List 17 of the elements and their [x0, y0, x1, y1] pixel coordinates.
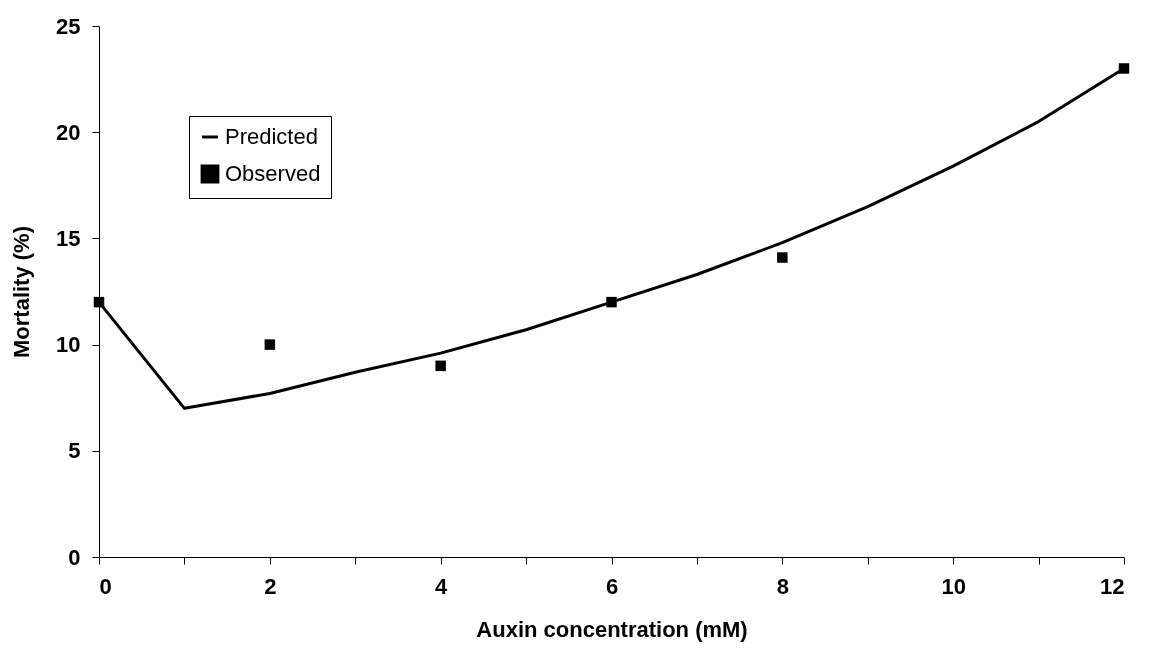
x-tick-label: 6 [605, 573, 619, 599]
y-tick-label: 10 [56, 332, 81, 358]
x-tick-label: 2 [264, 573, 277, 599]
legend-label: Predicted [225, 124, 318, 149]
x-tick-label: 0 [99, 573, 112, 599]
y-tick-label: 5 [68, 438, 81, 464]
x-tick-label: 12 [1100, 573, 1125, 599]
x-tick-label: 4 [435, 573, 449, 599]
y-tick-label: 20 [56, 119, 81, 145]
y-tick-label: 15 [56, 225, 81, 251]
x-tick-label: 10 [941, 573, 966, 599]
x-axis-title: Auxin concentration (mM) [476, 616, 748, 642]
legend-label: Observed [225, 161, 321, 186]
y-axis-title: Mortality (%) [9, 226, 35, 358]
y-tick-label: 0 [68, 544, 81, 570]
x-tick-label: 8 [776, 573, 789, 599]
y-tick-label: 25 [56, 13, 81, 39]
